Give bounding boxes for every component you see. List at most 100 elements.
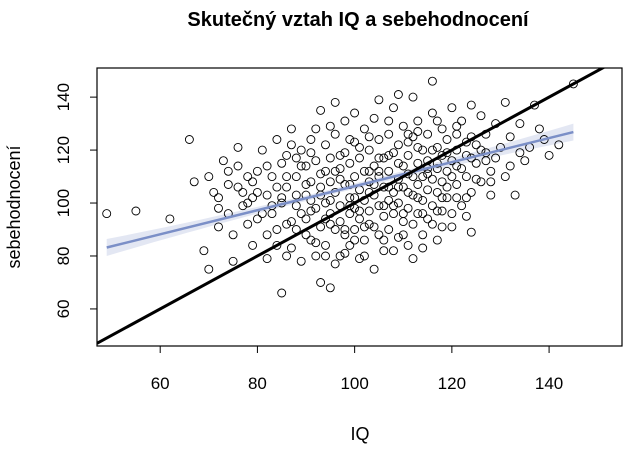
data-point xyxy=(282,182,292,192)
data-point xyxy=(437,150,447,160)
data-point xyxy=(223,166,233,176)
data-point xyxy=(321,166,330,176)
data-point xyxy=(321,198,330,208)
data-point xyxy=(335,150,345,160)
data-point xyxy=(291,190,301,200)
data-point xyxy=(301,180,311,189)
data-point xyxy=(452,193,462,203)
plot-border xyxy=(96,67,623,347)
data-point xyxy=(204,172,214,182)
data-point xyxy=(471,174,481,184)
data-point xyxy=(476,111,486,121)
data-point xyxy=(355,254,364,264)
data-point xyxy=(272,135,282,144)
data-point xyxy=(330,225,340,234)
data-point xyxy=(189,177,199,187)
data-point xyxy=(355,206,364,216)
data-point xyxy=(496,142,505,152)
data-point xyxy=(520,156,530,166)
data-point xyxy=(359,222,369,232)
data-point xyxy=(131,206,141,216)
data-point xyxy=(286,124,296,134)
identity-line xyxy=(97,68,606,345)
data-point xyxy=(457,116,467,126)
data-point xyxy=(393,140,403,150)
data-point xyxy=(311,203,321,213)
data-point xyxy=(301,161,311,171)
data-point xyxy=(325,121,335,131)
data-point xyxy=(413,193,423,203)
data-point xyxy=(427,201,437,211)
data-point xyxy=(306,135,316,144)
data-point xyxy=(350,235,360,245)
data-point xyxy=(393,90,403,99)
data-point xyxy=(321,214,330,224)
y-tick-label: 100 xyxy=(54,189,73,217)
data-point xyxy=(248,193,258,203)
data-point xyxy=(223,180,233,189)
data-point xyxy=(228,230,238,240)
data-point xyxy=(471,140,481,150)
data-point xyxy=(427,145,437,155)
data-point xyxy=(345,135,355,144)
y-tick-label: 80 xyxy=(54,247,73,266)
data-point xyxy=(452,180,462,189)
data-point xyxy=(393,198,403,208)
data-point xyxy=(418,172,428,182)
data-point xyxy=(325,177,335,187)
data-point xyxy=(408,132,418,142)
data-point xyxy=(214,193,223,203)
data-point xyxy=(350,172,360,182)
data-point xyxy=(359,251,369,261)
data-point xyxy=(544,150,554,160)
data-point xyxy=(389,209,398,219)
data-point xyxy=(243,219,253,229)
data-point xyxy=(393,182,403,192)
data-point xyxy=(316,182,326,192)
data-point xyxy=(413,180,423,189)
data-point xyxy=(350,137,360,147)
data-point xyxy=(432,206,442,216)
data-point xyxy=(432,187,442,197)
data-point xyxy=(233,182,243,192)
data-point xyxy=(374,95,384,105)
data-point xyxy=(321,251,330,261)
data-point xyxy=(476,177,486,187)
data-point xyxy=(398,161,408,171)
data-point xyxy=(165,214,175,224)
data-point xyxy=(389,148,398,158)
data-point xyxy=(286,217,296,227)
data-point xyxy=(384,129,394,139)
data-point xyxy=(267,209,277,219)
data-point xyxy=(282,172,292,182)
data-point xyxy=(321,240,330,250)
data-point xyxy=(500,97,510,107)
data-point xyxy=(432,235,442,245)
data-point xyxy=(408,190,418,200)
data-point xyxy=(359,124,369,134)
plot-area xyxy=(97,68,606,345)
data-point xyxy=(296,161,306,171)
data-point xyxy=(282,150,292,160)
data-point xyxy=(389,103,398,113)
data-point xyxy=(262,230,272,240)
data-point xyxy=(214,203,223,213)
data-point xyxy=(403,240,413,250)
data-point xyxy=(384,150,394,160)
data-point xyxy=(238,201,248,211)
data-point xyxy=(262,161,272,171)
data-point xyxy=(403,187,413,197)
data-point xyxy=(345,209,355,219)
data-point xyxy=(214,222,223,232)
data-point xyxy=(286,243,296,253)
data-point xyxy=(437,206,447,216)
data-point xyxy=(418,145,428,155)
data-point xyxy=(393,158,403,168)
data-point xyxy=(466,100,476,110)
data-point xyxy=(442,166,452,176)
data-point xyxy=(325,195,335,205)
data-point xyxy=(296,256,306,266)
data-point xyxy=(364,132,374,142)
data-point xyxy=(447,222,457,232)
data-point xyxy=(413,209,423,219)
